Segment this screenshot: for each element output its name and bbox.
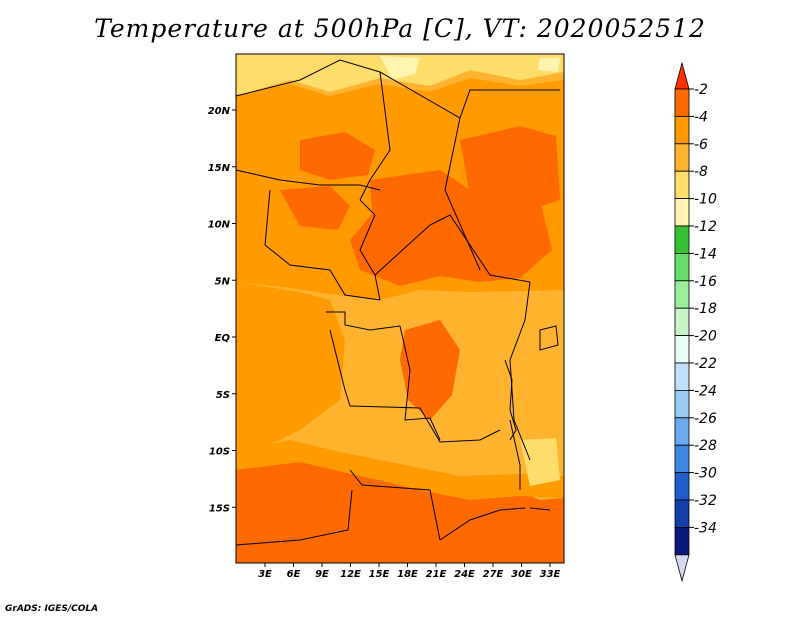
colorbar-label: -6 [694,137,708,153]
temperature-fill [236,54,564,563]
latitude-label: 5S [216,390,230,401]
colorbar-label: -14 [694,246,717,262]
colorbar-label: -10 [694,192,717,208]
colorbar-swatch [674,499,690,528]
longitude-label: 15E [369,569,390,580]
latitude-label: 5N [215,276,231,287]
latitude-axis: 20N 15N 10N 5N EQ 5S 10S 15S [208,106,236,514]
chart-title: Temperature at 500hPa [C], VT: 202005251… [94,14,706,43]
colorbar-top-arrow [674,61,690,90]
colorbar-label: -22 [694,356,717,372]
latitude-label: 10N [208,220,231,231]
country-border [349,405,501,443]
temperature-region [236,452,564,563]
longitude-label: 9E [315,569,329,580]
map-frame [235,53,565,564]
colorbar-swatch [674,143,690,172]
colorbar-swatch [674,252,690,282]
temperature-region [236,282,345,452]
map-panel [235,53,565,564]
country-border [264,189,291,266]
colorbar-label: -30 [694,466,717,482]
longitude-label: 30E [511,569,532,580]
country-border [359,199,381,301]
country-border [235,169,381,191]
colorbar-swatch [674,307,690,337]
colorbar-label: -2 [694,82,708,98]
longitude-label: 33E [540,569,561,580]
country-border [399,325,441,441]
temperature-region [300,132,375,180]
colorbar-swatch [674,362,690,391]
colorbar-swatch [674,472,690,501]
country-border [439,507,526,541]
colorbar: -2 -4 -6 -8 -10 -12 -14 -16 -18 -20 -22 -24 -26 -28 -3… [674,61,717,583]
longitude-label: 6E [287,569,301,580]
colorbar-swatch [674,389,690,419]
colorbar-swatch [674,88,690,117]
temperature-region [280,186,350,230]
colorbar-label: -34 [694,520,717,536]
longitude-label: 24E [454,569,475,580]
country-border [509,281,531,461]
latitude-label: 20N [208,106,231,117]
country-border [326,311,401,331]
colorbar-swatch [674,170,690,199]
colorbar-swatch [674,225,690,254]
country-borders [235,59,560,546]
colorbar-swatch [674,280,690,309]
colorbar-bottom-arrow [674,554,690,583]
colorbar-swatch [674,417,690,446]
longitude-label: 27E [483,569,504,580]
longitude-label: 18E [397,569,418,580]
country-border [235,489,353,546]
colorbar-swatch [674,527,690,556]
colorbar-label: -24 [694,383,717,399]
latitude-label: 10S [209,447,230,458]
colorbar-swatch [674,116,690,145]
longitude-label: 3E [258,569,272,580]
country-border [374,214,531,283]
colorbar-swatch [674,198,690,227]
longitude-label: 21E [426,569,447,580]
temperature-region [460,126,560,210]
colorbar-label: -28 [694,438,717,454]
lake-outline [539,325,559,351]
colorbar-swatch [674,335,690,364]
colorbar-label: -12 [694,219,717,235]
lake-outline [529,507,551,511]
country-border [289,264,381,301]
colorbar-swatch [674,444,690,474]
country-border [235,59,560,119]
lake-outline [504,359,517,441]
temperature-region [236,440,564,500]
temperature-region [400,320,460,420]
latitude-label: 15N [208,163,231,174]
latitude-label: 15S [209,503,230,514]
longitude-axis: 3E 6E 9E 12E 15E 18E 21E 24E 27E 30E 33E [258,563,561,580]
colorbar-label: -18 [694,301,717,317]
country-border [349,469,441,541]
colorbar-label: -4 [694,109,708,125]
colorbar-label: -8 [694,164,708,180]
temperature-region [520,438,560,486]
temperature-region [380,56,420,80]
longitude-label: 12E [340,569,361,580]
country-border [329,329,351,407]
latitude-label: EQ [215,333,231,344]
country-border [359,71,391,201]
temperature-region [538,58,560,72]
grads-credit: GrADS: IGES/COLA [5,604,99,614]
colorbar-label: -16 [694,274,717,290]
colorbar-label: -20 [694,329,717,345]
colorbar-label: -32 [694,493,717,509]
colorbar-label: -26 [694,411,717,427]
